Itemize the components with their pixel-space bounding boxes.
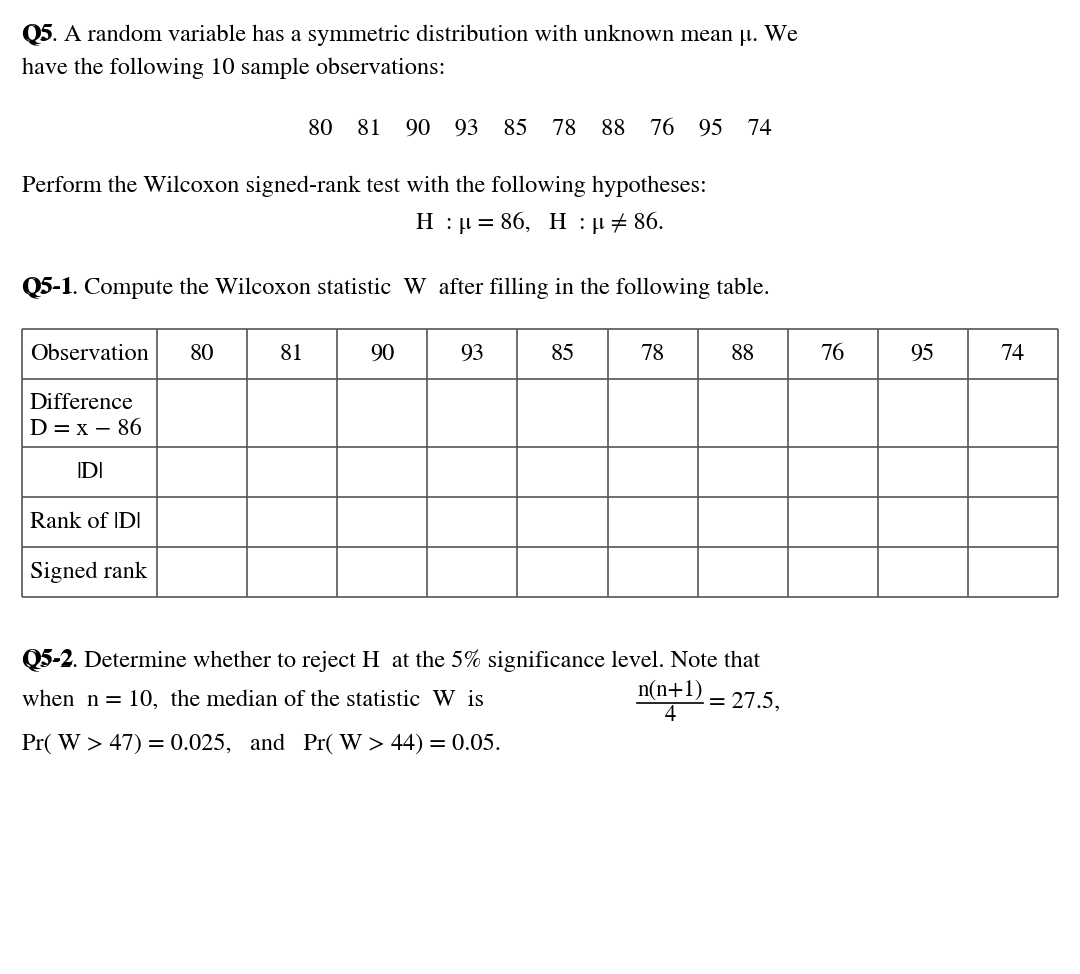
Text: H₀ : μ = 86,   H₁ : μ ≠ 86.: H₀ : μ = 86, H₁ : μ ≠ 86. bbox=[416, 212, 664, 235]
Text: Rank of |D|: Rank of |D| bbox=[30, 511, 141, 533]
Text: 95: 95 bbox=[910, 343, 935, 364]
Text: Q5-1. Compute the Wilcoxon statistic  W  after filling in the following table.: Q5-1. Compute the Wilcoxon statistic W a… bbox=[22, 277, 770, 299]
Text: 81: 81 bbox=[280, 343, 305, 364]
Text: Perform the Wilcoxon signed-rank test with the following hypotheses:: Perform the Wilcoxon signed-rank test wi… bbox=[22, 176, 707, 198]
Text: 80    81    90    93    85    78    88    76    95    74: 80 81 90 93 85 78 88 76 95 74 bbox=[308, 118, 772, 139]
Text: 74: 74 bbox=[1001, 343, 1025, 364]
Text: Q5. A random variable has a symmetric distribution with unknown mean μ. We: Q5. A random variable has a symmetric di… bbox=[22, 24, 798, 46]
Text: 88: 88 bbox=[730, 343, 755, 364]
Text: D = x − 86: D = x − 86 bbox=[30, 418, 141, 439]
Text: have the following 10 sample observations:: have the following 10 sample observation… bbox=[22, 58, 446, 80]
Text: Q5-1: Q5-1 bbox=[22, 277, 73, 298]
Text: when  n = 10,  the median of the statistic  W  is: when n = 10, the median of the statistic… bbox=[22, 689, 484, 710]
Text: Signed rank: Signed rank bbox=[30, 561, 147, 582]
Text: 90: 90 bbox=[370, 343, 394, 364]
Text: Pr( W > 47) = 0.025,   and   Pr( W > 44) = 0.05.: Pr( W > 47) = 0.025, and Pr( W > 44) = 0… bbox=[22, 733, 501, 755]
Text: 76: 76 bbox=[821, 343, 845, 364]
Text: 85: 85 bbox=[551, 343, 575, 364]
Text: |D|: |D| bbox=[76, 462, 103, 483]
Text: = 27.5,: = 27.5, bbox=[708, 692, 780, 713]
Text: Q5-2: Q5-2 bbox=[22, 649, 73, 670]
Text: 4: 4 bbox=[665, 705, 676, 727]
Text: 80: 80 bbox=[190, 343, 214, 364]
Text: 93: 93 bbox=[460, 343, 485, 364]
Text: Q5: Q5 bbox=[22, 24, 53, 45]
Text: n(n+1): n(n+1) bbox=[638, 680, 703, 701]
Text: Difference: Difference bbox=[30, 393, 134, 414]
Text: Q5-2. Determine whether to reject H₀ at the 5% significance level. Note that: Q5-2. Determine whether to reject H₀ at … bbox=[22, 649, 760, 671]
Text: Observation: Observation bbox=[30, 343, 149, 364]
Text: 78: 78 bbox=[640, 343, 664, 364]
